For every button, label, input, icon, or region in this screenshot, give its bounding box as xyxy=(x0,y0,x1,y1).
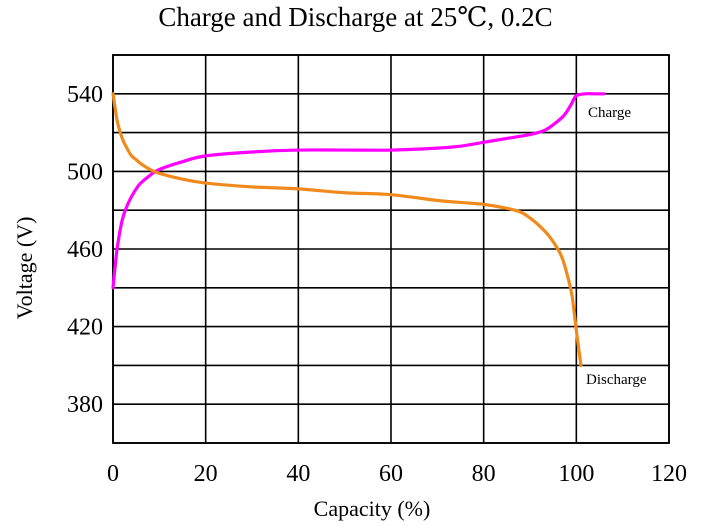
x-tick-label: 20 xyxy=(194,461,218,487)
series-label-discharge: Discharge xyxy=(586,372,647,388)
y-tick-label: 500 xyxy=(67,159,103,185)
x-axis-label: Capacity (%) xyxy=(314,496,431,521)
y-tick-label: 420 xyxy=(67,315,103,341)
x-tick-label: 120 xyxy=(651,461,687,487)
y-axis-label: Voltage (V) xyxy=(12,217,37,320)
series-line-charge xyxy=(111,92,606,290)
y-tick-label: 460 xyxy=(67,237,103,263)
x-tick-label: 100 xyxy=(558,461,594,487)
plot-frame xyxy=(112,54,670,444)
x-tick-label: 0 xyxy=(107,461,119,487)
series-label-charge: Charge xyxy=(588,105,631,121)
x-tick-label: 80 xyxy=(472,461,496,487)
series-lines xyxy=(111,92,606,367)
series-line-discharge xyxy=(111,92,583,367)
y-tick-label: 540 xyxy=(67,82,103,108)
chart-title: Charge and Discharge at 25℃, 0.2C xyxy=(158,2,553,32)
tick-labels: 0 20 40 60 80 100 120 380 420 460 500 540 xyxy=(67,82,687,487)
x-tick-label: 60 xyxy=(379,461,403,487)
y-tick-label: 380 xyxy=(67,392,103,418)
x-tick-label: 40 xyxy=(286,461,310,487)
